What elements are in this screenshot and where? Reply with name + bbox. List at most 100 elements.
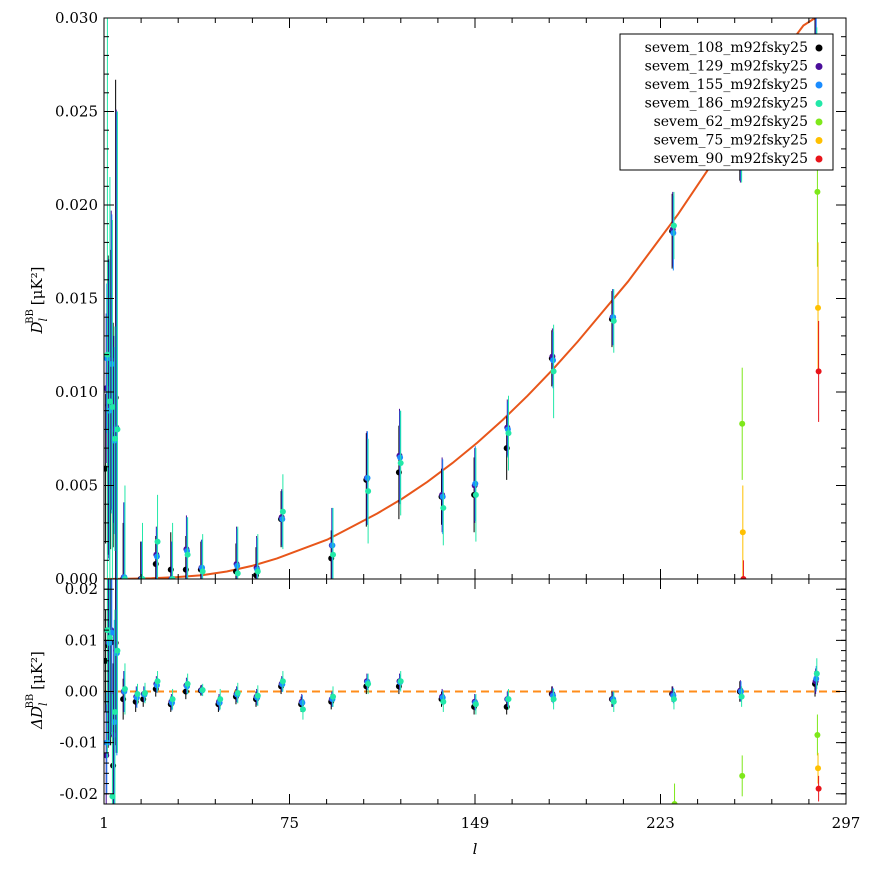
data-point: [142, 690, 149, 697]
legend-label: sevem_129_m92fsky25: [645, 59, 808, 75]
data-point: [299, 699, 306, 706]
data-point: [279, 678, 286, 685]
legend-marker: [815, 100, 823, 107]
bottom-ytick-label: 0.02: [65, 580, 98, 598]
data-point: [815, 304, 822, 311]
bottom-ytick-label: 0.00: [65, 683, 98, 701]
model-curve: [104, 18, 817, 579]
data-point: [670, 222, 677, 229]
data-point: [234, 570, 241, 577]
data-point: [154, 538, 161, 545]
data-point: [815, 785, 822, 792]
data-point: [329, 542, 336, 549]
data-point: [472, 480, 479, 487]
bottom-series-sevem_62_m92fsky25: [671, 714, 821, 804]
bottom-panel: -0.02 -0.01 0.00 0.01 0.02 1 75 149 223 297: [60, 578, 861, 832]
legend-label: sevem_155_m92fsky25: [645, 77, 808, 93]
data-point: [114, 426, 121, 433]
data-point: [739, 772, 746, 779]
data-point: [254, 692, 261, 699]
data-point: [114, 647, 121, 654]
data-point: [815, 765, 822, 772]
data-point: [739, 529, 746, 536]
bottom-ytick-label: 0.01: [65, 631, 98, 649]
data-point: [184, 680, 191, 687]
legend-label: sevem_62_m92fsky25: [654, 114, 808, 130]
ylabel-main: D: [28, 321, 46, 334]
data-point: [365, 680, 372, 687]
ylabel-sup: BB: [25, 694, 36, 709]
legend-marker: [815, 44, 823, 52]
legend-label: sevem_186_m92fsky25: [645, 96, 808, 112]
data-point: [815, 368, 822, 375]
top-ytick-label: 0.005: [55, 477, 98, 495]
data-point: [813, 670, 820, 677]
data-point: [217, 696, 224, 703]
data-point: [550, 696, 557, 703]
data-point: [364, 475, 371, 482]
legend-marker: [815, 118, 823, 126]
ylabel-sup: BB: [25, 309, 36, 324]
ylabel-unit: [μK²]: [28, 267, 46, 306]
data-point: [740, 576, 747, 579]
x-tick-label: 75: [280, 814, 299, 832]
data-point: [670, 696, 677, 703]
legend-marker: [815, 137, 823, 144]
bottom-series-sevem_90_m92fsky25: [815, 775, 822, 802]
top-ytick-label: 0.030: [55, 9, 98, 27]
data-point: [254, 568, 261, 575]
data-point: [440, 698, 447, 705]
data-point: [279, 516, 286, 523]
bottom-ytick-label: -0.01: [60, 734, 98, 752]
top-ytick-label: 0.025: [55, 103, 98, 121]
svg-text:ΔDlBB[μK²]: ΔDlBB [μK²]: [25, 651, 50, 730]
data-point: [397, 678, 404, 685]
data-point: [330, 551, 337, 558]
data-point: [106, 634, 113, 641]
legend: sevem_108_m92fsky25 sevem_129_m92fsky25se…: [619, 33, 834, 171]
top-series-sevem_62_m92fsky25: [739, 117, 821, 480]
legend-label: sevem_90_m92fsky25: [654, 151, 808, 167]
x-axis-label: l: [473, 840, 478, 858]
data-point: [153, 553, 160, 560]
data-point: [109, 403, 116, 410]
data-point: [121, 685, 128, 692]
data-point: [440, 504, 447, 511]
data-point: [134, 691, 141, 698]
svg-text:DlBB[μK²]: DlBB [μK²]: [25, 267, 50, 335]
data-point: [279, 508, 286, 515]
bottom-ytick-label: -0.02: [60, 785, 98, 803]
legend-box: [619, 33, 834, 171]
bottom-series-sevem_75_m92fsky25: [815, 752, 822, 784]
x-tick-label: 297: [832, 814, 861, 832]
legend-marker: [815, 81, 823, 89]
legend-label: sevem_75_m92fsky25: [654, 133, 808, 149]
ylabel-main: ΔD: [28, 706, 46, 730]
data-point: [610, 317, 617, 324]
data-point: [738, 688, 745, 695]
ylabel-sub: l: [37, 702, 50, 706]
data-point: [234, 562, 241, 569]
data-point: [813, 675, 820, 682]
legend-marker: [815, 63, 823, 70]
data-point: [739, 420, 746, 427]
data-point: [397, 454, 404, 461]
data-point: [550, 357, 557, 364]
data-point: [505, 430, 512, 437]
legend-label: sevem_108_m92fsky25: [645, 40, 808, 56]
data-point: [199, 686, 206, 693]
data-point: [184, 551, 191, 558]
data-point: [472, 491, 479, 498]
top-series-sevem_75_m92fsky25: [739, 242, 822, 579]
data-point: [299, 706, 306, 713]
top-ytick-label: 0.000: [55, 570, 98, 588]
top-y-axis-label: DlBB [μK²]: [25, 267, 50, 335]
data-point: [610, 698, 617, 705]
data-point: [814, 731, 821, 738]
data-point: [814, 188, 821, 195]
data-point: [199, 568, 206, 575]
data-point: [169, 696, 176, 703]
data-point: [505, 696, 512, 703]
data-point: [121, 576, 128, 579]
